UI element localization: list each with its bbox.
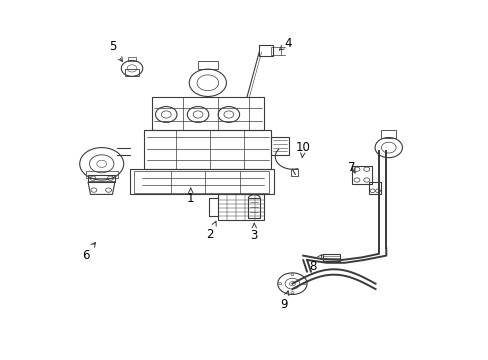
Text: 2: 2 [206, 221, 216, 240]
Text: 4: 4 [279, 37, 292, 50]
Text: 8: 8 [308, 255, 322, 273]
Text: 6: 6 [81, 243, 95, 262]
Text: 3: 3 [250, 223, 258, 242]
Text: 9: 9 [279, 291, 288, 311]
Text: 7: 7 [347, 161, 355, 174]
Text: 1: 1 [186, 188, 194, 204]
Text: 10: 10 [295, 141, 310, 157]
Text: 5: 5 [108, 40, 122, 62]
